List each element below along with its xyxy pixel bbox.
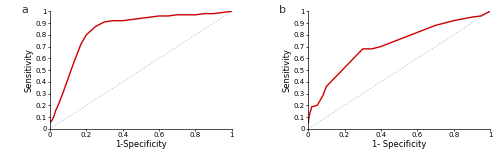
X-axis label: 1- Specificity: 1- Specificity (372, 140, 426, 149)
X-axis label: 1-Specificity: 1-Specificity (115, 140, 167, 149)
Y-axis label: Sensitivity: Sensitivity (24, 48, 33, 92)
Text: a: a (21, 5, 28, 15)
Text: b: b (279, 5, 286, 15)
Y-axis label: Sensitivity: Sensitivity (282, 48, 292, 92)
